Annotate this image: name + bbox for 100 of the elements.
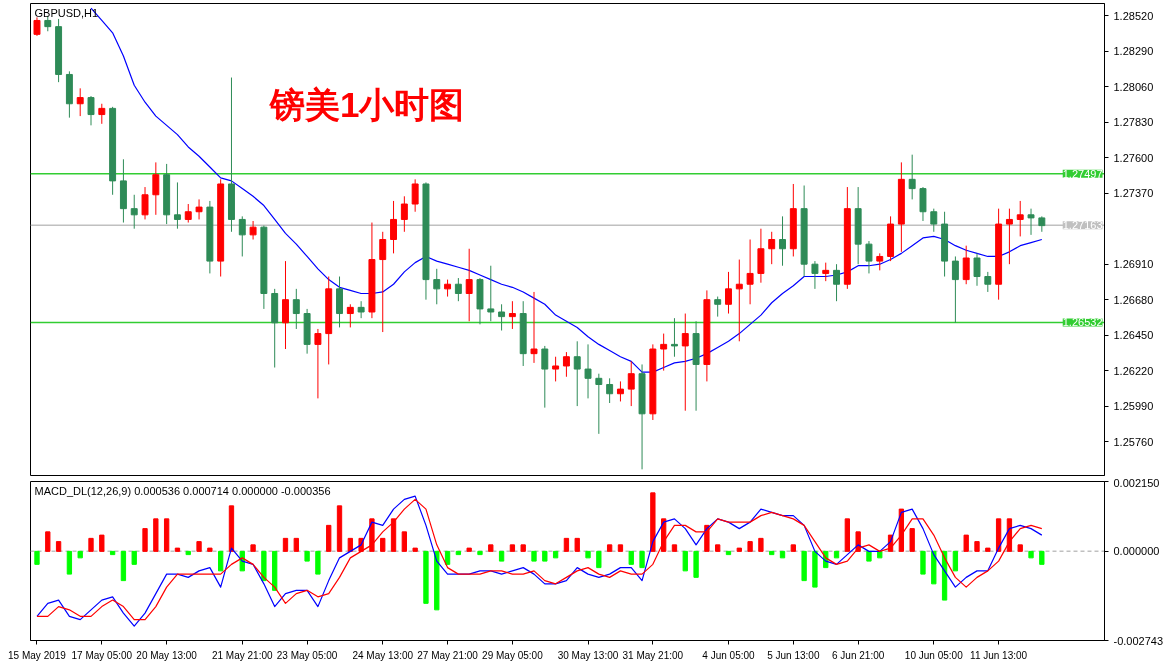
candlestick (173, 181, 181, 230)
bar (704, 524, 710, 552)
candlestick (606, 377, 614, 404)
candlestick (951, 255, 959, 324)
bar (293, 537, 299, 552)
bar (563, 537, 570, 552)
candlestick (530, 291, 538, 364)
bar (1017, 544, 1023, 552)
y-tick-label: 1.25990 (1113, 400, 1154, 413)
candlestick (973, 252, 981, 287)
bar (574, 537, 580, 552)
bar (153, 518, 159, 552)
candlestick (746, 239, 754, 305)
candlestick (627, 360, 635, 407)
candlestick (411, 178, 419, 213)
candlestick (1016, 200, 1024, 237)
bar (931, 550, 937, 585)
bar (434, 550, 440, 611)
y-tick-label: 1.27600 (1113, 151, 1154, 164)
x-tick-label: 4 Jun 05:00 (702, 649, 756, 661)
bar (455, 550, 462, 556)
bar (466, 547, 472, 552)
bar (380, 537, 386, 552)
bar (758, 537, 764, 552)
bar (671, 544, 678, 552)
x-tick-label: 10 Jun 05:00 (904, 649, 964, 661)
bar (812, 550, 818, 588)
ref-line-label: 1.27163 (1062, 219, 1103, 232)
bar (250, 544, 256, 552)
bar (725, 550, 732, 556)
candlestick (908, 154, 916, 200)
y-tick-label: 0.000000 (1113, 545, 1160, 558)
y-tick-label: 1.28520 (1113, 9, 1154, 22)
y-tick-label: 1.26910 (1113, 258, 1154, 271)
bar (715, 544, 721, 552)
bar (120, 550, 127, 582)
bar (747, 541, 753, 552)
candlestick (292, 288, 300, 330)
bar (606, 544, 613, 552)
candlestick (681, 313, 689, 412)
candlestick (562, 351, 570, 378)
x-tick-label: 20 May 13:00 (136, 649, 198, 661)
bar (401, 531, 408, 552)
bar (779, 550, 786, 559)
bar (304, 550, 310, 562)
bar (498, 550, 505, 562)
candlestick (314, 328, 322, 399)
bar (866, 550, 872, 562)
candlestick (725, 271, 732, 315)
bar (88, 537, 94, 552)
bar (34, 550, 40, 565)
candlestick (616, 380, 624, 402)
x-tick-label: 5 Jun 13:00 (767, 649, 820, 661)
candlestick (152, 161, 160, 216)
x-tick-label: 24 May 13:00 (352, 649, 414, 661)
candlestick (865, 240, 873, 274)
candlestick (541, 345, 549, 409)
bar (650, 492, 656, 552)
candlestick (195, 198, 203, 220)
bar (974, 541, 980, 552)
candlestick (962, 245, 970, 285)
bar (315, 550, 321, 575)
bar (163, 518, 170, 552)
candlestick (76, 87, 84, 117)
candlestick (833, 263, 841, 302)
bar (790, 544, 796, 552)
y-tick-label: 1.25760 (1113, 435, 1154, 448)
candlestick (552, 356, 560, 382)
candlestick (141, 186, 149, 220)
bar (228, 505, 235, 552)
bar (628, 550, 634, 565)
x-tick-label: 31 May 21:00 (622, 649, 684, 661)
bar (985, 547, 991, 552)
y-tick-label: -0.002743 (1113, 634, 1164, 647)
candlestick (671, 317, 678, 358)
bar (585, 550, 591, 559)
candlestick (660, 333, 668, 372)
bar (99, 534, 105, 552)
y-tick-label: 1.27830 (1113, 116, 1154, 129)
bar (174, 547, 181, 552)
bar (920, 550, 926, 575)
bar (66, 550, 73, 575)
candlestick (282, 260, 289, 350)
ref-line-label: 1.26532 (1062, 316, 1103, 329)
ref-line-label: 1.27497 (1062, 167, 1103, 180)
bar (55, 541, 62, 552)
bar (423, 550, 429, 604)
candlestick (714, 296, 722, 318)
y-tick-label: 1.26680 (1113, 293, 1154, 306)
candlestick (346, 303, 354, 328)
candlestick (400, 195, 408, 233)
candlestick (184, 203, 192, 224)
bar (509, 544, 516, 552)
candlestick (584, 343, 592, 399)
candlestick (573, 340, 581, 407)
x-tick-label: 27 May 21:00 (417, 649, 479, 661)
x-tick-label: 21 May 21:00 (211, 649, 274, 661)
bar (142, 528, 148, 552)
bar (488, 544, 494, 552)
candlestick (357, 300, 365, 319)
